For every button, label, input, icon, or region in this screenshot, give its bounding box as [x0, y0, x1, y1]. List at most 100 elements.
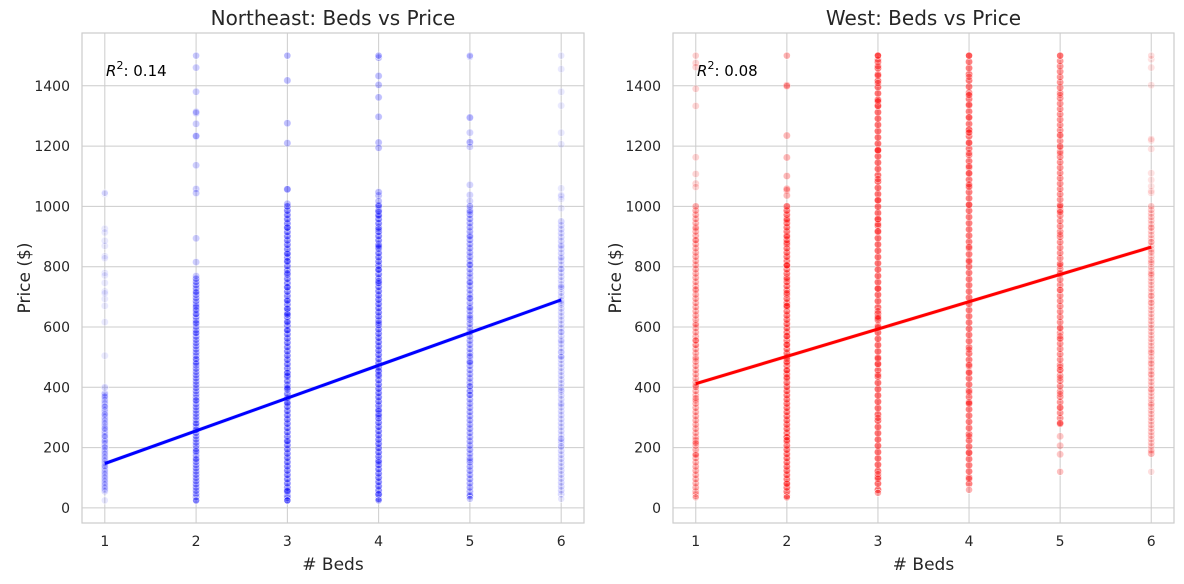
scatter-point: [192, 384, 200, 392]
scatter-point: [874, 312, 882, 321]
scatter-point: [1056, 179, 1065, 188]
scatter-point: [1056, 285, 1065, 294]
scatter-point: [874, 284, 882, 293]
scatter-point: [691, 265, 700, 274]
scatter-point: [557, 454, 566, 463]
scatter-point: [374, 490, 383, 498]
scatter-point: [192, 447, 200, 455]
scatter-point: [557, 265, 566, 274]
scatter-point: [691, 493, 700, 502]
scatter-point: [691, 285, 700, 294]
scatter-point: [283, 185, 292, 194]
scatter-point: [374, 496, 383, 505]
scatter-point: [374, 370, 383, 379]
scatter-point: [557, 229, 566, 238]
scatter-point: [691, 224, 700, 233]
y-tick-label: 200: [43, 441, 70, 457]
scatter-point: [374, 393, 383, 402]
scatter-point: [466, 315, 474, 324]
scatter-point: [466, 294, 474, 302]
scatter-point: [691, 153, 700, 162]
scatter-point: [1056, 169, 1065, 177]
scatter-point: [782, 51, 791, 60]
scatter-point: [691, 84, 700, 93]
scatter-point: [557, 140, 566, 149]
scatter-point: [374, 241, 383, 250]
scatter-point: [374, 223, 383, 232]
scatter-point: [1056, 174, 1065, 183]
scatter-point: [557, 458, 566, 467]
scatter-point: [1147, 189, 1156, 197]
scatter-point: [374, 461, 383, 469]
scatter-point: [1056, 51, 1065, 60]
scatter-point: [192, 371, 200, 380]
scatter-point: [1056, 334, 1065, 343]
scatter-point: [1056, 419, 1065, 427]
scatter-point: [557, 446, 566, 455]
scatter-point: [100, 351, 109, 360]
scatter-point: [557, 340, 566, 348]
scatter-point: [691, 269, 700, 278]
northeast-chart: 1 2 3 4 5 6 0 200 400 600 800 1000 1200 1400 Northeast…: [15, 6, 585, 575]
scatter-point: [283, 487, 292, 496]
scatter-point: [192, 393, 200, 402]
x-tick-label: 4: [374, 534, 383, 550]
scatter-point: [1056, 89, 1065, 97]
scatter-point: [965, 399, 973, 408]
scatter-point: [557, 383, 566, 392]
scatter-point: [1056, 190, 1065, 199]
scatter-point: [100, 443, 109, 452]
scatter-point: [782, 479, 791, 488]
scatter-point: [1056, 248, 1065, 257]
scatter-point: [782, 275, 791, 284]
scatter-point: [874, 314, 882, 323]
scatter-point: [1056, 131, 1065, 139]
scatter-point: [374, 72, 383, 80]
scatter-point: [192, 359, 200, 368]
scatter-point: [192, 302, 200, 311]
scatter-point: [283, 475, 292, 483]
scatter-point: [283, 424, 292, 432]
scatter-point: [374, 418, 383, 427]
scatter-point: [691, 282, 700, 290]
scatter-point: [283, 419, 292, 428]
x-tick-label: 2: [192, 534, 201, 550]
scatter-point: [557, 375, 566, 384]
scatter-point: [466, 180, 474, 189]
x-tick-label: 5: [1056, 534, 1065, 550]
scatter-point: [374, 312, 383, 321]
y-tick-label: 0: [652, 501, 661, 517]
scatter-point: [374, 112, 383, 121]
scatter-point: [782, 131, 791, 140]
scatter-point: [374, 53, 383, 62]
scatter-point: [466, 313, 474, 322]
scatter-point: [1056, 441, 1065, 450]
scatter-point: [965, 113, 973, 122]
scatter-point: [283, 326, 292, 335]
scatter-point: [1147, 271, 1156, 279]
scatter-point: [466, 479, 474, 488]
y-tick-label: 1400: [625, 79, 661, 95]
y-tick-label: 800: [43, 260, 70, 276]
scatter-point: [557, 191, 566, 200]
scatter-point: [691, 321, 700, 329]
r-squared-annotation: R2: 0.14: [106, 59, 167, 80]
scatter-point: [283, 351, 292, 360]
scatter-point: [283, 494, 292, 502]
r-squared-value: : 0.14: [123, 62, 166, 80]
plot-frame: [81, 32, 585, 524]
scatter-point: [557, 280, 566, 289]
scatter-point: [283, 343, 292, 351]
scatter-point: [965, 183, 973, 191]
scatter-point: [100, 318, 109, 326]
scatter-point: [557, 225, 566, 234]
scatter-point: [691, 219, 700, 228]
scatter-point: [691, 311, 700, 320]
scatter-point: [1056, 312, 1065, 321]
x-tick-label: 1: [100, 534, 109, 550]
scatter-point: [1056, 185, 1065, 193]
scatter-point: [1147, 298, 1156, 307]
scatter-point: [374, 355, 383, 363]
scatter-point: [874, 71, 882, 80]
scatter-point: [466, 462, 474, 471]
